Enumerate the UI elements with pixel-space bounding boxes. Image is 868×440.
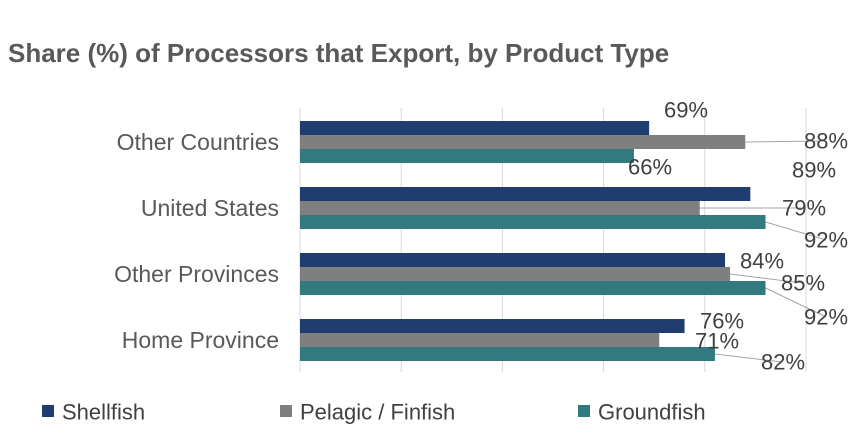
legend-swatch: [280, 405, 292, 417]
bar-pelagic-finfish: [300, 333, 660, 347]
data-label: 79%: [782, 196, 826, 221]
legend: Shellfish Pelagic / Finfish Groundfish: [42, 400, 706, 425]
data-label: 89%: [792, 158, 836, 183]
leader-line: [730, 273, 803, 284]
data-label: 76%: [700, 309, 744, 334]
data-label: 92%: [804, 305, 848, 330]
data-label: 92%: [804, 228, 848, 253]
category-labels: Other Countries United States Other Provin…: [114, 129, 279, 353]
bar-pelagic-finfish: [300, 135, 746, 149]
leader-line: [714, 353, 783, 363]
chart-title: Share (%) of Processors that Export, by …: [8, 38, 669, 68]
category-label: Other Countries: [117, 129, 279, 155]
data-label: 82%: [761, 350, 805, 375]
data-label: 84%: [740, 249, 784, 274]
data-label: 88%: [804, 129, 848, 154]
category-label: United States: [141, 195, 279, 221]
category-label: Other Provinces: [114, 261, 279, 287]
bar-shellfish: [300, 187, 751, 201]
bar-shellfish: [300, 121, 650, 135]
legend-label: Shellfish: [62, 400, 145, 425]
data-label: 71%: [695, 329, 739, 354]
category-label: Home Province: [122, 327, 279, 353]
legend-swatch: [42, 405, 54, 417]
bar-pelagic-finfish: [300, 267, 731, 281]
leader-line: [745, 140, 827, 143]
bar-shellfish: [300, 253, 726, 267]
bar-shellfish: [300, 319, 685, 333]
bar-groundfish: [300, 281, 766, 295]
data-label: 66%: [628, 155, 672, 180]
legend-label: Pelagic / Finfish: [300, 400, 455, 425]
data-label: 69%: [664, 98, 708, 123]
data-label: 85%: [781, 271, 825, 296]
leader-line: [765, 221, 827, 241]
bars: [300, 121, 766, 361]
bar-groundfish: [300, 347, 715, 361]
legend-label: Groundfish: [598, 400, 706, 425]
leader-line: [765, 287, 827, 318]
data-labels: 69% 88% 66% 89% 79% 92% 84%85% 92% 76%71% 82%: [628, 98, 848, 375]
bar-groundfish: [300, 215, 766, 229]
legend-swatch: [578, 405, 590, 417]
bar-pelagic-finfish: [300, 201, 700, 215]
bar-groundfish: [300, 149, 634, 163]
